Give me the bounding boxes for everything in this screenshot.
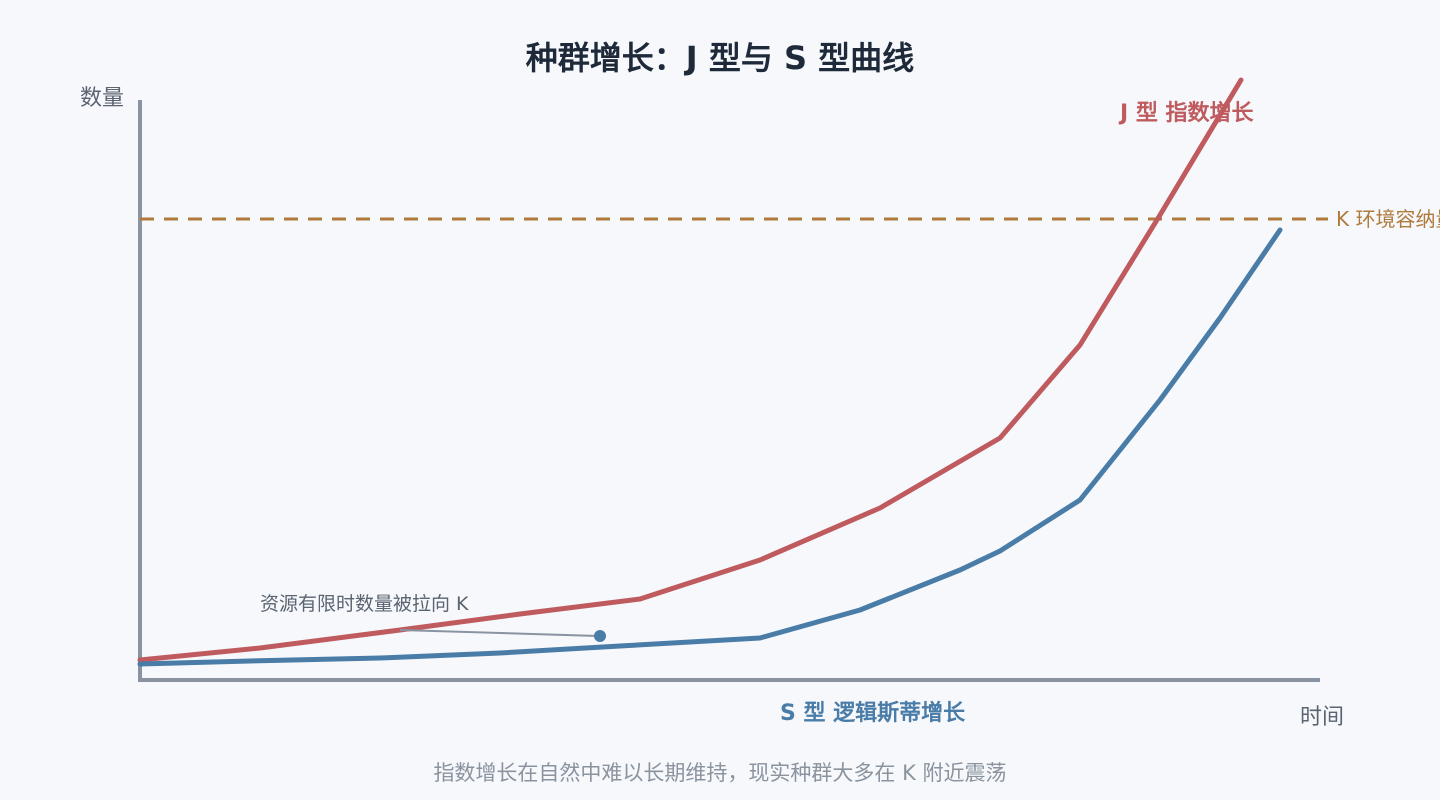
- footnote: 指数增长在自然中难以长期维持，现实种群大多在 K 附近震荡: [433, 761, 1006, 785]
- annotation-dot: [594, 630, 606, 642]
- y-axis-label: 数量: [80, 86, 124, 111]
- j-curve-label: J 型 指数增长: [1118, 100, 1255, 126]
- annotation-pointer: [399, 629, 599, 637]
- j-curve: [137, 77, 1244, 663]
- s-curve-label: S 型 逻辑斯蒂增长: [780, 700, 966, 726]
- annotation-text: 资源有限时数量被拉向 K: [260, 593, 469, 615]
- carrying-capacity-label: K 环境容纳量: [1336, 207, 1440, 231]
- s-curve: [137, 227, 1283, 667]
- diagram-title: 种群增长：J 型与 S 型曲线: [526, 39, 914, 77]
- x-axis-label: 时间: [1300, 705, 1344, 730]
